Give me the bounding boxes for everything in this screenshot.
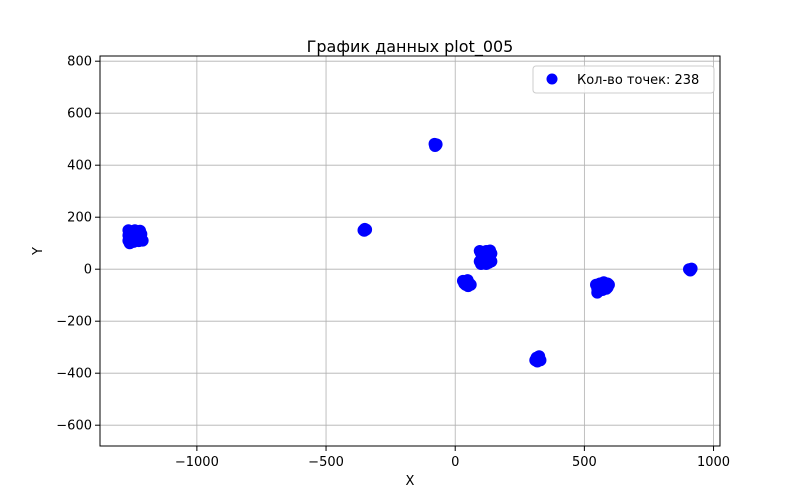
y-tick-label: −400 <box>56 367 92 382</box>
y-axis-label: Y <box>31 247 46 256</box>
y-tick-label: −600 <box>56 419 92 434</box>
scatter-point <box>531 355 544 368</box>
scatter-point <box>123 237 136 250</box>
y-tick-label: 200 <box>67 211 92 226</box>
x-tick-label: −1000 <box>175 455 219 470</box>
scatter-point <box>461 274 474 287</box>
x-tick-label: 500 <box>572 455 597 470</box>
data-points <box>122 137 698 368</box>
legend-box <box>532 65 715 94</box>
legend-label: Кол-во точек: 238 <box>577 73 699 88</box>
x-tick-label: 0 <box>451 455 459 470</box>
scatter-point <box>601 281 614 294</box>
y-tick-label: 400 <box>67 159 92 174</box>
axis-ticks: −1000 −500 0 500 1000 −600 −400 −200 0 200 400 600 8… <box>56 55 730 470</box>
scatter-point <box>136 234 149 247</box>
scatter-point <box>429 139 442 152</box>
x-axis-label: X <box>406 474 415 489</box>
legend: Кол-во точек: 238 <box>532 65 715 94</box>
grid <box>100 56 720 446</box>
scatter-point <box>684 263 697 276</box>
scatter-point <box>358 224 371 237</box>
x-tick-label: −500 <box>308 455 344 470</box>
y-tick-label: −200 <box>56 315 92 330</box>
x-tick-label: 1000 <box>697 455 730 470</box>
chart-title: График данных plot_005 <box>307 37 514 57</box>
scatter-point <box>484 252 497 265</box>
plot-frame <box>99 55 721 447</box>
y-tick-label: 600 <box>67 107 92 122</box>
y-tick-label: 800 <box>67 55 92 70</box>
legend-marker <box>546 73 558 85</box>
y-tick-label: 0 <box>84 263 92 278</box>
